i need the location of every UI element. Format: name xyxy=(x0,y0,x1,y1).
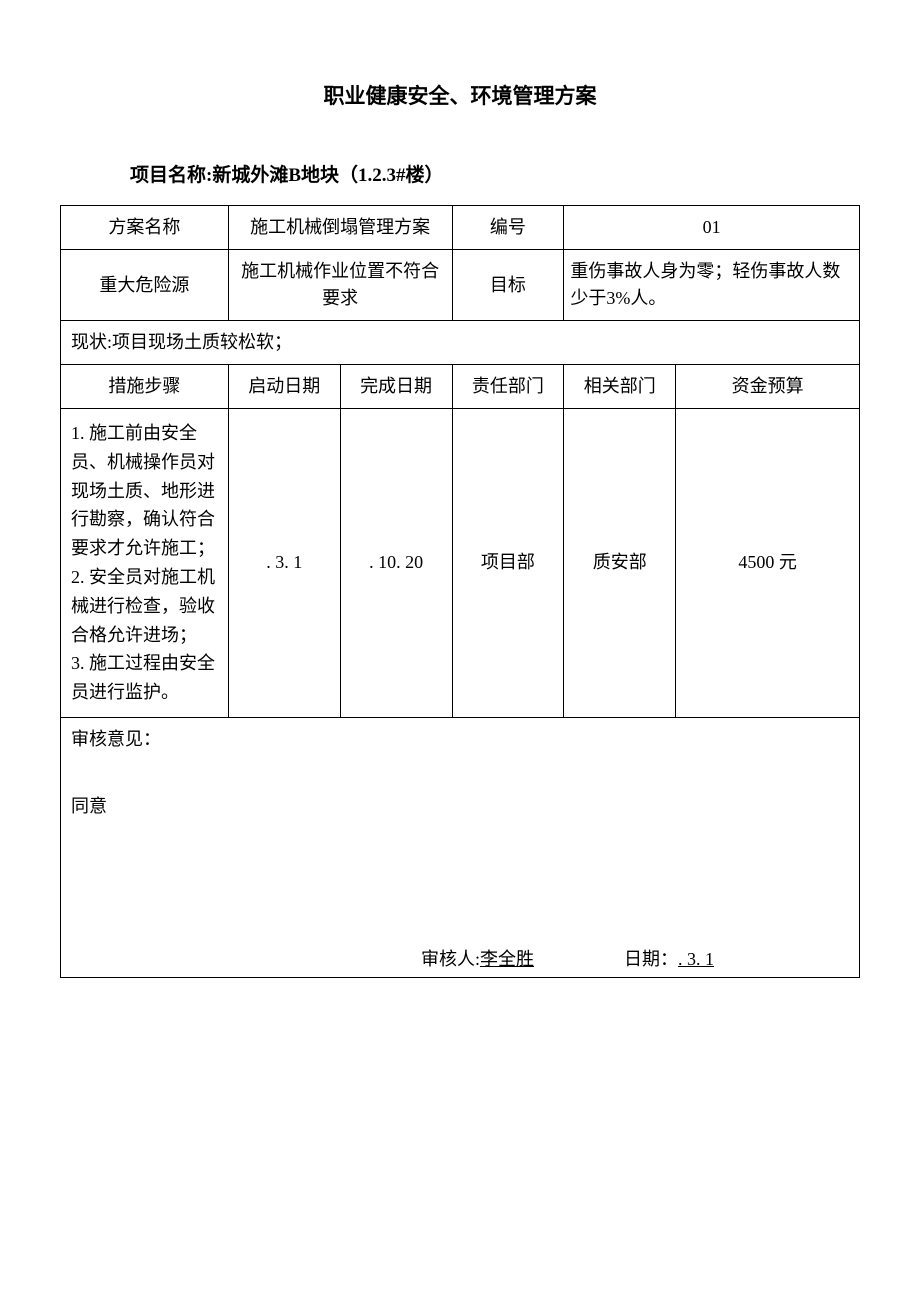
plan-table: 方案名称 施工机械倒塌管理方案 编号 01 重大危险源 施工机械作业位置不符合要… xyxy=(60,205,860,978)
cell-budget: 4500 元 xyxy=(676,409,860,718)
reviewer-label: 审核人: xyxy=(421,949,480,969)
cell-opinion: 审核意见： 同意 审核人:李全胜 日期：. 3. 1 xyxy=(61,717,860,977)
cell-end-date: . 10. 20 xyxy=(340,409,452,718)
cell-hazard: 施工机械作业位置不符合要求 xyxy=(228,250,452,321)
table-row: 1. 施工前由安全员、机械操作员对现场土质、地形进行勘察，确认符合要求才允许施工… xyxy=(61,409,860,718)
header-resp-dept: 责任部门 xyxy=(452,365,564,409)
cell-plan-label: 方案名称 xyxy=(61,206,229,250)
header-budget: 资金预算 xyxy=(676,365,860,409)
table-row: 现状:项目现场土质较松软； xyxy=(61,321,860,365)
cell-steps: 1. 施工前由安全员、机械操作员对现场土质、地形进行勘察，确认符合要求才允许施工… xyxy=(61,409,229,718)
cell-rel-dept: 质安部 xyxy=(564,409,676,718)
date-label: 日期： xyxy=(624,949,678,969)
table-row: 重大危险源 施工机械作业位置不符合要求 目标 重伤事故人身为零；轻伤事故人数少于… xyxy=(61,250,860,321)
opinion-content: 同意 xyxy=(71,793,849,820)
cell-hazard-label: 重大危险源 xyxy=(61,250,229,321)
table-row: 审核意见： 同意 审核人:李全胜 日期：. 3. 1 xyxy=(61,717,860,977)
cell-start-date: . 3. 1 xyxy=(228,409,340,718)
project-name-value: 新城外滩B地块（1.2.3#楼） xyxy=(212,165,443,186)
header-steps: 措施步骤 xyxy=(61,365,229,409)
project-label: 项目名称: xyxy=(130,165,212,186)
date-value: . 3. 1 xyxy=(678,949,714,969)
document-title: 职业健康安全、环境管理方案 xyxy=(60,80,860,110)
table-header-row: 措施步骤 启动日期 完成日期 责任部门 相关部门 资金预算 xyxy=(61,365,860,409)
date-block: 日期：. 3. 1 xyxy=(624,946,714,973)
reviewer-name: 李全胜 xyxy=(480,949,534,969)
cell-number: 01 xyxy=(564,206,860,250)
reviewer-block: 审核人:李全胜 xyxy=(421,946,534,973)
table-row: 方案名称 施工机械倒塌管理方案 编号 01 xyxy=(61,206,860,250)
opinion-footer: 审核人:李全胜 日期：. 3. 1 xyxy=(61,946,859,973)
cell-target-label: 目标 xyxy=(452,250,564,321)
header-start-date: 启动日期 xyxy=(228,365,340,409)
cell-status: 现状:项目现场土质较松软； xyxy=(61,321,860,365)
opinion-label: 审核意见： xyxy=(71,726,849,753)
cell-target: 重伤事故人身为零；轻伤事故人数少于3%人。 xyxy=(564,250,860,321)
project-name-line: 项目名称:新城外滩B地块（1.2.3#楼） xyxy=(130,160,860,187)
header-rel-dept: 相关部门 xyxy=(564,365,676,409)
cell-resp-dept: 项目部 xyxy=(452,409,564,718)
cell-number-label: 编号 xyxy=(452,206,564,250)
header-end-date: 完成日期 xyxy=(340,365,452,409)
cell-plan-name: 施工机械倒塌管理方案 xyxy=(228,206,452,250)
